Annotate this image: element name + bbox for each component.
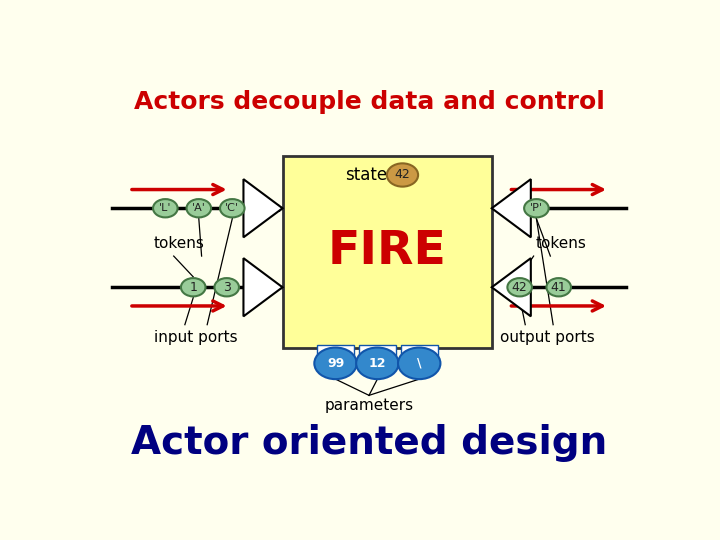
Text: Actor oriented design: Actor oriented design: [131, 424, 607, 462]
Text: 42: 42: [395, 168, 410, 181]
Text: input ports: input ports: [154, 329, 238, 345]
Text: 'P': 'P': [530, 203, 543, 213]
Polygon shape: [243, 179, 282, 238]
Circle shape: [153, 199, 178, 218]
Text: output ports: output ports: [500, 329, 595, 345]
Polygon shape: [492, 179, 531, 238]
Circle shape: [215, 278, 239, 296]
Text: 'C': 'C': [225, 203, 239, 213]
Text: \: \: [417, 357, 421, 370]
FancyBboxPatch shape: [282, 156, 492, 348]
Text: N: N: [259, 280, 271, 295]
Text: 1: 1: [189, 281, 197, 294]
Polygon shape: [492, 258, 531, 316]
Circle shape: [220, 199, 245, 218]
Text: state: state: [345, 166, 387, 184]
FancyBboxPatch shape: [359, 346, 396, 364]
Text: 'A': 'A': [192, 203, 206, 213]
Text: 12: 12: [369, 357, 386, 370]
Text: parameters: parameters: [325, 399, 413, 413]
Text: Data: Data: [248, 201, 282, 215]
Text: tokens: tokens: [154, 236, 204, 251]
FancyBboxPatch shape: [401, 346, 438, 364]
Text: 'L': 'L': [159, 203, 171, 213]
Circle shape: [546, 278, 571, 296]
Circle shape: [181, 278, 205, 296]
Circle shape: [387, 163, 418, 187]
Circle shape: [356, 348, 399, 379]
FancyBboxPatch shape: [317, 346, 354, 364]
Text: 42: 42: [512, 281, 528, 294]
Text: FIRE: FIRE: [328, 230, 446, 274]
Circle shape: [315, 348, 356, 379]
Text: Actors decouple data and control: Actors decouple data and control: [134, 90, 604, 114]
Circle shape: [186, 199, 211, 218]
Text: 99: 99: [327, 357, 344, 370]
Text: tokens: tokens: [536, 236, 587, 251]
Circle shape: [524, 199, 549, 218]
Circle shape: [508, 278, 532, 296]
Polygon shape: [243, 258, 282, 316]
Text: 3: 3: [222, 281, 230, 294]
Circle shape: [398, 348, 441, 379]
Text: 41: 41: [551, 281, 567, 294]
